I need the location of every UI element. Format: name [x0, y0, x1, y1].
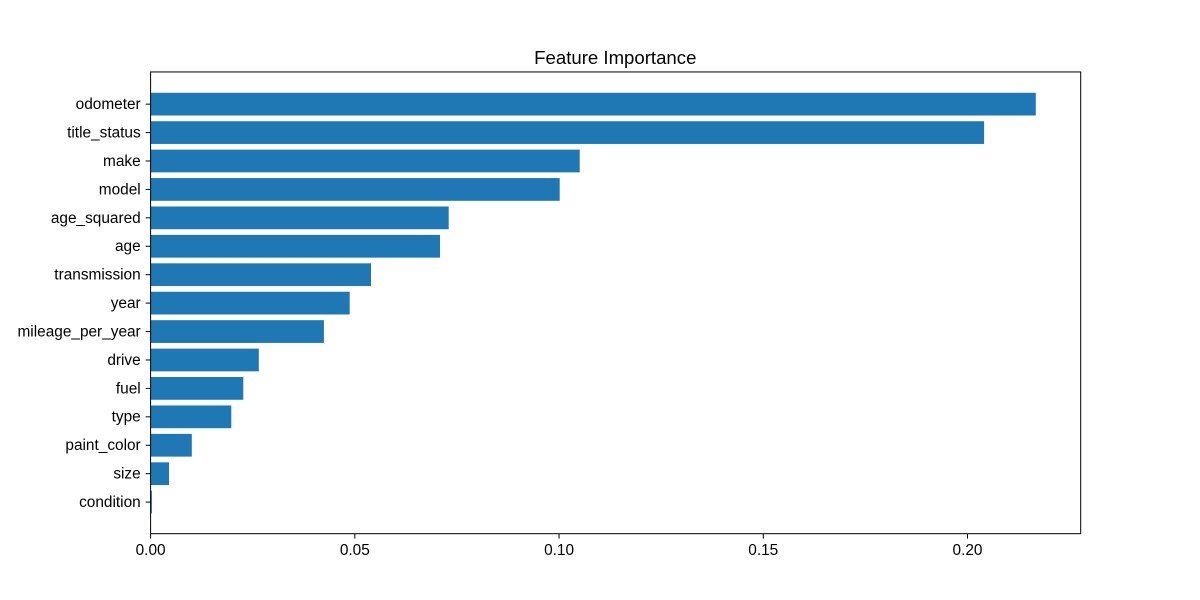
svg-text:paint_color: paint_color: [65, 437, 140, 454]
svg-text:fuel: fuel: [116, 380, 141, 397]
svg-text:transmission: transmission: [54, 267, 140, 284]
svg-text:odometer: odometer: [76, 96, 141, 113]
svg-text:size: size: [113, 466, 140, 483]
svg-text:condition: condition: [79, 494, 141, 511]
svg-text:drive: drive: [107, 352, 140, 369]
svg-text:mileage_per_year: mileage_per_year: [17, 323, 140, 340]
svg-text:0.15: 0.15: [748, 542, 778, 559]
svg-text:year: year: [111, 295, 141, 312]
svg-text:age_squared: age_squared: [51, 210, 141, 227]
svg-text:0.10: 0.10: [544, 542, 574, 559]
svg-text:0.20: 0.20: [953, 542, 983, 559]
svg-text:make: make: [103, 153, 141, 170]
svg-text:0.00: 0.00: [136, 542, 166, 559]
svg-text:model: model: [99, 181, 141, 198]
svg-text:age: age: [115, 238, 141, 255]
svg-text:type: type: [112, 409, 141, 426]
svg-text:0.05: 0.05: [340, 542, 370, 559]
svg-text:Feature Importance: Feature Importance: [534, 47, 696, 68]
svg-text:title_status: title_status: [67, 124, 141, 141]
